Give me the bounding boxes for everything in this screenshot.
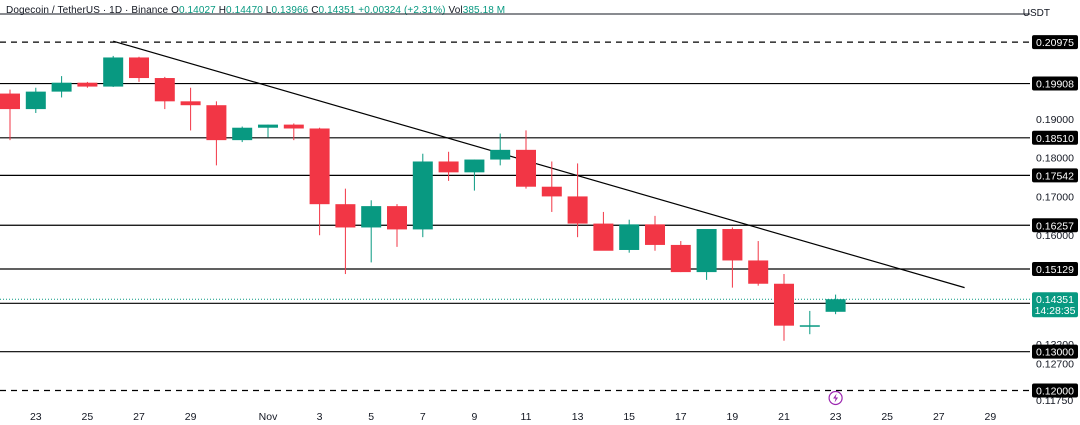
volume-value: 385.18 M: [462, 5, 506, 16]
candle-body: [232, 127, 253, 141]
level-price-tag: [1032, 383, 1078, 398]
candle-body: [361, 206, 382, 228]
x-tick-label: 27: [133, 411, 145, 423]
y-tick-label: 0.17000: [1036, 191, 1074, 203]
countdown-label: 14:28:35: [1035, 305, 1076, 317]
high-value: 0.14470: [226, 5, 263, 16]
level-price-label: 0.12000: [1036, 385, 1074, 397]
low-label: L: [265, 5, 272, 16]
candle-body: [825, 299, 846, 312]
level-price-tag: [1032, 130, 1078, 145]
y-tick-label: 0.11750: [1036, 395, 1073, 407]
candle-body: [490, 149, 511, 160]
candle-body: [0, 93, 20, 110]
x-tick-label: 25: [82, 411, 94, 423]
candle-body: [25, 91, 46, 110]
candle-body: [180, 101, 201, 106]
level-price-label: 0.13000: [1036, 347, 1074, 359]
x-tick-label: 19: [727, 411, 739, 423]
trendline: [113, 40, 965, 289]
y-tick-label: 0.19000: [1036, 114, 1074, 126]
change-value: +0.00324 (+2.31%): [358, 5, 446, 16]
candle-body: [541, 186, 562, 197]
level-price-tag: [1032, 344, 1078, 359]
open-label: O: [171, 5, 179, 16]
level-price-tag: [1032, 35, 1078, 50]
candle-body: [670, 244, 691, 273]
candle-body: [696, 229, 717, 273]
candle-body: [799, 325, 820, 327]
level-price-tag: [1032, 262, 1078, 277]
lightning-icon[interactable]: [828, 390, 843, 406]
level-price-label: 0.17542: [1036, 170, 1074, 182]
level-price-tag: [1032, 168, 1078, 183]
candle-body: [51, 82, 72, 92]
close-value: 0.14351: [318, 5, 356, 16]
x-tick-label: 13: [572, 411, 584, 423]
candle-body: [129, 57, 149, 79]
candle-body: [77, 82, 98, 87]
last-price-tag: [1032, 292, 1078, 318]
close-label: C: [311, 5, 319, 16]
candle-body: [258, 124, 278, 128]
level-price-tag: [1032, 76, 1078, 91]
x-tick-label: 25: [881, 411, 893, 423]
candle-body: [309, 128, 330, 205]
level-price-tag: [1032, 218, 1078, 233]
level-price-label: 0.20975: [1036, 37, 1074, 49]
x-tick-label: 23: [30, 411, 42, 423]
x-tick-label: 23: [830, 411, 842, 423]
volume-label: Vol: [448, 5, 463, 16]
x-tick-label: 27: [933, 411, 945, 423]
candle-body: [593, 223, 614, 251]
x-tick-label: 15: [623, 411, 635, 423]
level-price-label: 0.19908: [1036, 79, 1074, 91]
x-tick-label: Nov: [259, 411, 278, 423]
candle-body: [335, 204, 356, 228]
candle-body: [154, 78, 175, 102]
y-tick-label: 0.18000: [1036, 153, 1074, 165]
x-tick-label: 7: [420, 411, 426, 423]
candle-body: [748, 260, 769, 284]
level-price-label: 0.16257: [1036, 220, 1074, 232]
x-tick-label: 9: [471, 411, 477, 423]
last-price-label: 0.14351: [1036, 294, 1074, 306]
x-tick-label: 11: [521, 411, 532, 423]
candle-body: [645, 224, 665, 245]
symbol-name[interactable]: Dogecoin / TetherUS · 1D · Binance: [6, 5, 169, 16]
x-tick-label: 29: [185, 411, 197, 423]
y-tick-label: 0.16000: [1036, 230, 1074, 242]
x-tick-label: 3: [317, 411, 323, 423]
quote-currency[interactable]: USDT: [1022, 8, 1050, 19]
level-price-label: 0.15129: [1036, 264, 1074, 276]
lightning-icon-bolt: [833, 393, 839, 403]
candle-body: [412, 161, 433, 230]
x-tick-label: 21: [778, 411, 790, 423]
candle-body: [283, 124, 304, 129]
high-label: H: [218, 5, 227, 16]
candle-body: [619, 224, 640, 250]
candle-body: [103, 57, 124, 87]
candle-body: [722, 229, 743, 261]
low-value: 0.13966: [271, 5, 309, 16]
candle-body: [516, 149, 536, 187]
candle-body: [774, 283, 794, 326]
candle-body: [206, 105, 227, 141]
candle-body: [567, 196, 588, 224]
x-tick-label: 29: [985, 411, 997, 423]
candle-body: [387, 206, 407, 230]
level-price-label: 0.18510: [1036, 133, 1074, 145]
candle-body: [464, 159, 485, 173]
x-tick-label: 17: [675, 411, 687, 423]
candle-body: [438, 161, 459, 173]
x-tick-label: 5: [368, 411, 374, 423]
y-tick-label: 0.12700: [1036, 358, 1074, 370]
open-value: 0.14027: [178, 5, 216, 16]
symbol-header: Dogecoin / TetherUS · 1D · Binance O0.14…: [6, 5, 505, 16]
